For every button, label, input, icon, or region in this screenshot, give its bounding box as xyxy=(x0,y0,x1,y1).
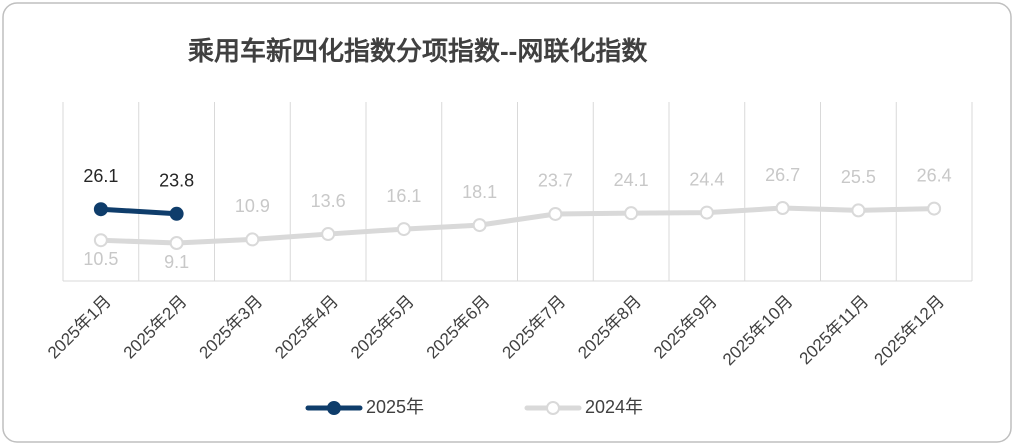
series-marker xyxy=(245,232,260,247)
data-label: 13.6 xyxy=(311,191,346,211)
data-label: 16.1 xyxy=(386,186,421,206)
legend-label: 2025年 xyxy=(366,397,424,417)
data-label: 24.1 xyxy=(614,170,649,190)
legend-label: 2024年 xyxy=(585,397,643,417)
legend-marker xyxy=(327,401,341,415)
data-label: 10.9 xyxy=(235,196,270,216)
data-label: 10.5 xyxy=(83,249,118,269)
series-marker xyxy=(321,227,336,242)
data-label: 18.1 xyxy=(462,182,497,202)
chart-title: 乘用车新四化指数分项指数--网联化指数 xyxy=(187,36,648,66)
series-marker xyxy=(699,205,714,220)
series-marker xyxy=(396,222,411,237)
data-label: 25.5 xyxy=(841,167,876,187)
data-label: 9.1 xyxy=(164,252,189,272)
data-label: 23.8 xyxy=(159,171,194,191)
series-marker xyxy=(851,203,866,218)
data-label: 24.4 xyxy=(689,169,724,189)
series-marker xyxy=(548,206,563,221)
data-label: 26.1 xyxy=(83,166,118,186)
series-line xyxy=(98,206,180,217)
data-label: 26.7 xyxy=(765,165,800,185)
series-marker xyxy=(169,236,184,251)
series-marker xyxy=(927,201,942,216)
data-label: 23.7 xyxy=(538,171,573,191)
series-marker xyxy=(93,233,108,248)
series-marker xyxy=(93,202,108,217)
series-marker xyxy=(624,206,639,221)
legend-marker xyxy=(546,401,560,415)
series-marker xyxy=(775,201,790,216)
series-marker xyxy=(472,218,487,233)
series-marker xyxy=(169,206,184,221)
data-label: 26.4 xyxy=(917,165,952,185)
series-line xyxy=(98,205,937,246)
